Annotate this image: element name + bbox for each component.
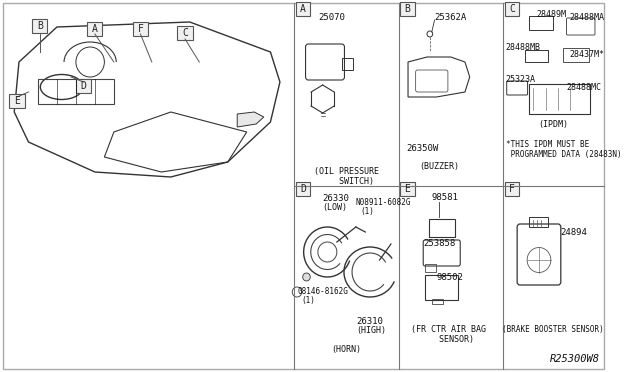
FancyBboxPatch shape [10, 94, 25, 108]
Text: B: B [404, 3, 410, 13]
Text: (BUZZER): (BUZZER) [419, 162, 460, 171]
Text: N08911-6082G: N08911-6082G [356, 198, 412, 206]
Text: A: A [92, 23, 98, 33]
Text: D: D [81, 80, 86, 90]
Bar [342, 58, 353, 70]
Bar [425, 275, 458, 300]
Text: (BRAKE BOOSTER SENSOR): (BRAKE BOOSTER SENSOR) [502, 325, 604, 334]
Text: 26310: 26310 [356, 317, 383, 327]
FancyBboxPatch shape [505, 2, 519, 16]
FancyBboxPatch shape [505, 182, 519, 196]
Text: 25070: 25070 [318, 13, 345, 22]
Text: A: A [300, 3, 306, 13]
Text: (1): (1) [360, 206, 374, 215]
Bar [429, 219, 456, 237]
Bar [529, 217, 548, 227]
Text: B: B [37, 20, 43, 31]
Text: *THIS IPDM MUST BE: *THIS IPDM MUST BE [506, 140, 589, 149]
Text: 25362A: 25362A [435, 13, 467, 22]
Text: E: E [14, 96, 20, 106]
Text: (HORN): (HORN) [332, 345, 362, 354]
Text: 253858: 253858 [423, 240, 456, 248]
Text: C: C [509, 3, 515, 13]
Text: 28488MA: 28488MA [570, 13, 604, 22]
Text: PROGRAMMED DATA (28483N): PROGRAMMED DATA (28483N) [506, 150, 621, 159]
Text: 28489M: 28489M [536, 10, 566, 19]
Text: C: C [182, 28, 188, 38]
Text: 08146-8162G: 08146-8162G [297, 288, 348, 296]
Text: (1): (1) [301, 296, 316, 305]
FancyBboxPatch shape [76, 79, 91, 93]
Circle shape [303, 273, 310, 281]
Text: R25300W8: R25300W8 [550, 354, 600, 364]
Bar [529, 16, 553, 30]
Bar [38, 79, 114, 104]
FancyBboxPatch shape [133, 22, 148, 36]
Polygon shape [237, 112, 264, 127]
FancyBboxPatch shape [87, 22, 102, 36]
Text: 26350W: 26350W [406, 144, 438, 153]
Text: 28488MB: 28488MB [506, 42, 541, 51]
Bar [432, 299, 443, 304]
Text: SENSOR): SENSOR) [424, 335, 474, 344]
Text: 28437M*: 28437M* [570, 49, 604, 58]
Text: E: E [404, 183, 410, 193]
FancyBboxPatch shape [401, 182, 415, 196]
FancyBboxPatch shape [177, 26, 193, 40]
Text: (HIGH): (HIGH) [356, 327, 386, 336]
Text: (IPDM): (IPDM) [538, 120, 568, 129]
Bar [425, 264, 436, 272]
Text: (LOW): (LOW) [323, 202, 348, 212]
Bar [529, 84, 590, 114]
Text: F: F [138, 23, 143, 33]
FancyBboxPatch shape [296, 2, 310, 16]
Text: 26330: 26330 [323, 193, 349, 202]
Text: (OIL PRESSURE
    SWITCH): (OIL PRESSURE SWITCH) [314, 167, 379, 186]
Text: F: F [509, 183, 515, 193]
FancyBboxPatch shape [32, 19, 47, 33]
Text: 24894: 24894 [560, 228, 587, 237]
Text: (FR CTR AIR BAG: (FR CTR AIR BAG [412, 325, 486, 334]
FancyBboxPatch shape [296, 182, 310, 196]
Text: 28488MC: 28488MC [566, 83, 602, 92]
Text: 98502: 98502 [436, 273, 463, 282]
Text: D: D [300, 183, 306, 193]
Bar [563, 48, 589, 62]
FancyBboxPatch shape [401, 2, 415, 16]
Text: 98581: 98581 [432, 192, 459, 202]
Text: 25323A: 25323A [506, 74, 536, 83]
Bar [525, 50, 548, 62]
